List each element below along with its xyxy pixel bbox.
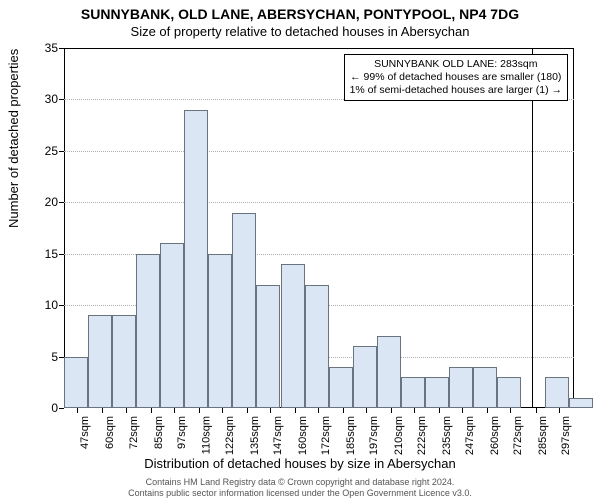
x-tick-mark [174, 408, 175, 413]
x-tick-mark [247, 408, 248, 413]
x-tick-mark [414, 408, 415, 413]
annotation-line2: ← 99% of detached houses are smaller (18… [350, 71, 562, 84]
y-tick-label: 20 [28, 195, 58, 209]
histogram-bar [473, 367, 497, 408]
x-tick-mark [536, 408, 537, 413]
histogram-bar [232, 213, 256, 408]
x-tick-mark [559, 408, 560, 413]
x-tick-mark [102, 408, 103, 413]
histogram-bar [569, 398, 593, 408]
x-tick-mark [487, 408, 488, 413]
histogram-bar [377, 336, 401, 408]
x-tick-mark [439, 408, 440, 413]
chart-title-main: SUNNYBANK, OLD LANE, ABERSYCHAN, PONTYPO… [0, 6, 600, 22]
annotation-line1: SUNNYBANK OLD LANE: 283sqm [350, 58, 562, 71]
y-tick-label: 5 [28, 350, 58, 364]
histogram-bar [184, 110, 208, 408]
histogram-bar [112, 315, 136, 408]
y-tick-label: 25 [28, 144, 58, 158]
x-tick-mark [510, 408, 511, 413]
histogram-bar [401, 377, 425, 408]
x-axis-label: Distribution of detached houses by size … [0, 456, 600, 471]
histogram-bar [208, 254, 232, 408]
x-tick-mark [318, 408, 319, 413]
y-tick-label: 0 [28, 401, 58, 415]
y-tick-label: 35 [28, 41, 58, 55]
y-tick-label: 30 [28, 92, 58, 106]
x-tick-mark [366, 408, 367, 413]
histogram-bar [329, 367, 353, 408]
histogram-bar [425, 377, 449, 408]
y-tick-mark [59, 357, 64, 358]
x-tick-mark [126, 408, 127, 413]
y-tick-mark [59, 408, 64, 409]
plot-area: SUNNYBANK OLD LANE: 283sqm← 99% of detac… [64, 48, 574, 408]
gridline [64, 151, 574, 152]
y-axis-label: Number of detached properties [6, 49, 21, 228]
y-tick-label: 15 [28, 247, 58, 261]
chart-title-sub: Size of property relative to detached ho… [0, 24, 600, 39]
y-tick-mark [59, 254, 64, 255]
histogram-bar [256, 285, 280, 408]
histogram-bar [88, 315, 112, 408]
histogram-bar [305, 285, 329, 408]
histogram-bar [545, 377, 569, 408]
histogram-bar [136, 254, 160, 408]
y-tick-mark [59, 305, 64, 306]
x-tick-mark [199, 408, 200, 413]
x-tick-mark [77, 408, 78, 413]
y-tick-mark [59, 202, 64, 203]
x-tick-mark [270, 408, 271, 413]
x-tick-mark [151, 408, 152, 413]
histogram-bar [281, 264, 305, 408]
histogram-bar [353, 346, 377, 408]
histogram-bar [449, 367, 473, 408]
x-tick-mark [222, 408, 223, 413]
annotation-line3: 1% of semi-detached houses are larger (1… [350, 84, 562, 97]
attribution-text: Contains HM Land Registry data © Crown c… [0, 477, 600, 498]
y-tick-label: 10 [28, 298, 58, 312]
x-tick-mark [295, 408, 296, 413]
attribution-line1: Contains HM Land Registry data © Crown c… [0, 477, 600, 487]
histogram-bar [64, 357, 88, 408]
y-tick-mark [59, 99, 64, 100]
marker-line [532, 48, 533, 408]
gridline [64, 202, 574, 203]
chart-container: SUNNYBANK, OLD LANE, ABERSYCHAN, PONTYPO… [0, 0, 600, 500]
y-tick-mark [59, 151, 64, 152]
annotation-box: SUNNYBANK OLD LANE: 283sqm← 99% of detac… [344, 54, 568, 101]
x-tick-mark [343, 408, 344, 413]
y-tick-mark [59, 48, 64, 49]
x-tick-mark [391, 408, 392, 413]
histogram-bar [497, 377, 521, 408]
histogram-bar [160, 243, 184, 408]
x-tick-mark [462, 408, 463, 413]
attribution-line2: Contains public sector information licen… [0, 488, 600, 498]
